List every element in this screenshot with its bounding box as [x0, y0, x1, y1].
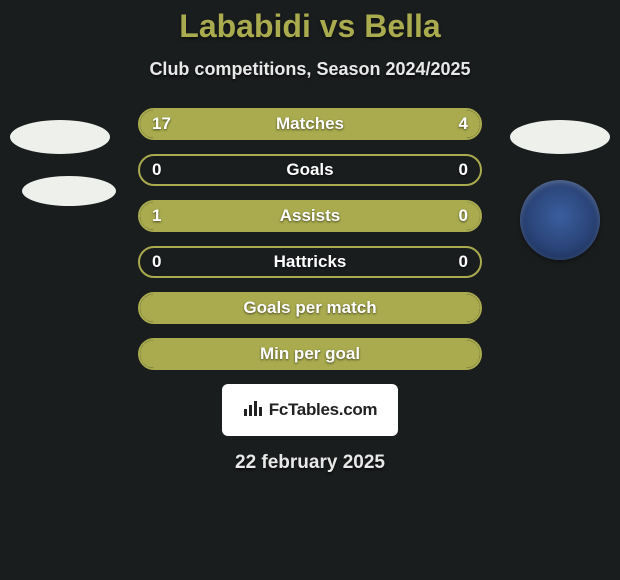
- stat-row: 0 Goals 0: [138, 154, 482, 186]
- stat-left-value: 0: [152, 160, 161, 180]
- team-right-crest: [520, 180, 600, 260]
- stat-label: Assists: [280, 206, 340, 226]
- date-label: 22 february 2025: [235, 452, 385, 474]
- team-left-badge-1: [10, 120, 110, 154]
- stat-row: 17 Matches 4: [138, 108, 482, 140]
- stat-label: Hattricks: [274, 252, 347, 272]
- stat-right-value: 0: [459, 252, 468, 272]
- stat-label: Goals per match: [243, 298, 376, 318]
- stat-row: 1 Assists 0: [138, 200, 482, 232]
- stat-left-value: 17: [152, 114, 171, 134]
- stat-label: Matches: [276, 114, 344, 134]
- team-right-badge-1: [510, 120, 610, 154]
- subtitle: Club competitions, Season 2024/2025: [149, 59, 470, 80]
- stat-row: Goals per match: [138, 292, 482, 324]
- team-left-badge-2: [22, 176, 116, 206]
- stat-left-value: 0: [152, 252, 161, 272]
- stat-label: Goals: [286, 160, 333, 180]
- page-title: Lababidi vs Bella: [179, 8, 440, 45]
- stat-left-value: 1: [152, 206, 161, 226]
- stat-right-value: 4: [459, 114, 468, 134]
- stat-right-value: 0: [459, 206, 468, 226]
- stat-right-value: 0: [459, 160, 468, 180]
- stat-row: Min per goal: [138, 338, 482, 370]
- source-logo: FcTables.com: [222, 384, 398, 436]
- source-logo-text: FcTables.com: [269, 400, 378, 420]
- chart-icon: [243, 399, 263, 422]
- bar-fill-right: [415, 110, 480, 138]
- stat-row: 0 Hattricks 0: [138, 246, 482, 278]
- stat-label: Min per goal: [260, 344, 360, 364]
